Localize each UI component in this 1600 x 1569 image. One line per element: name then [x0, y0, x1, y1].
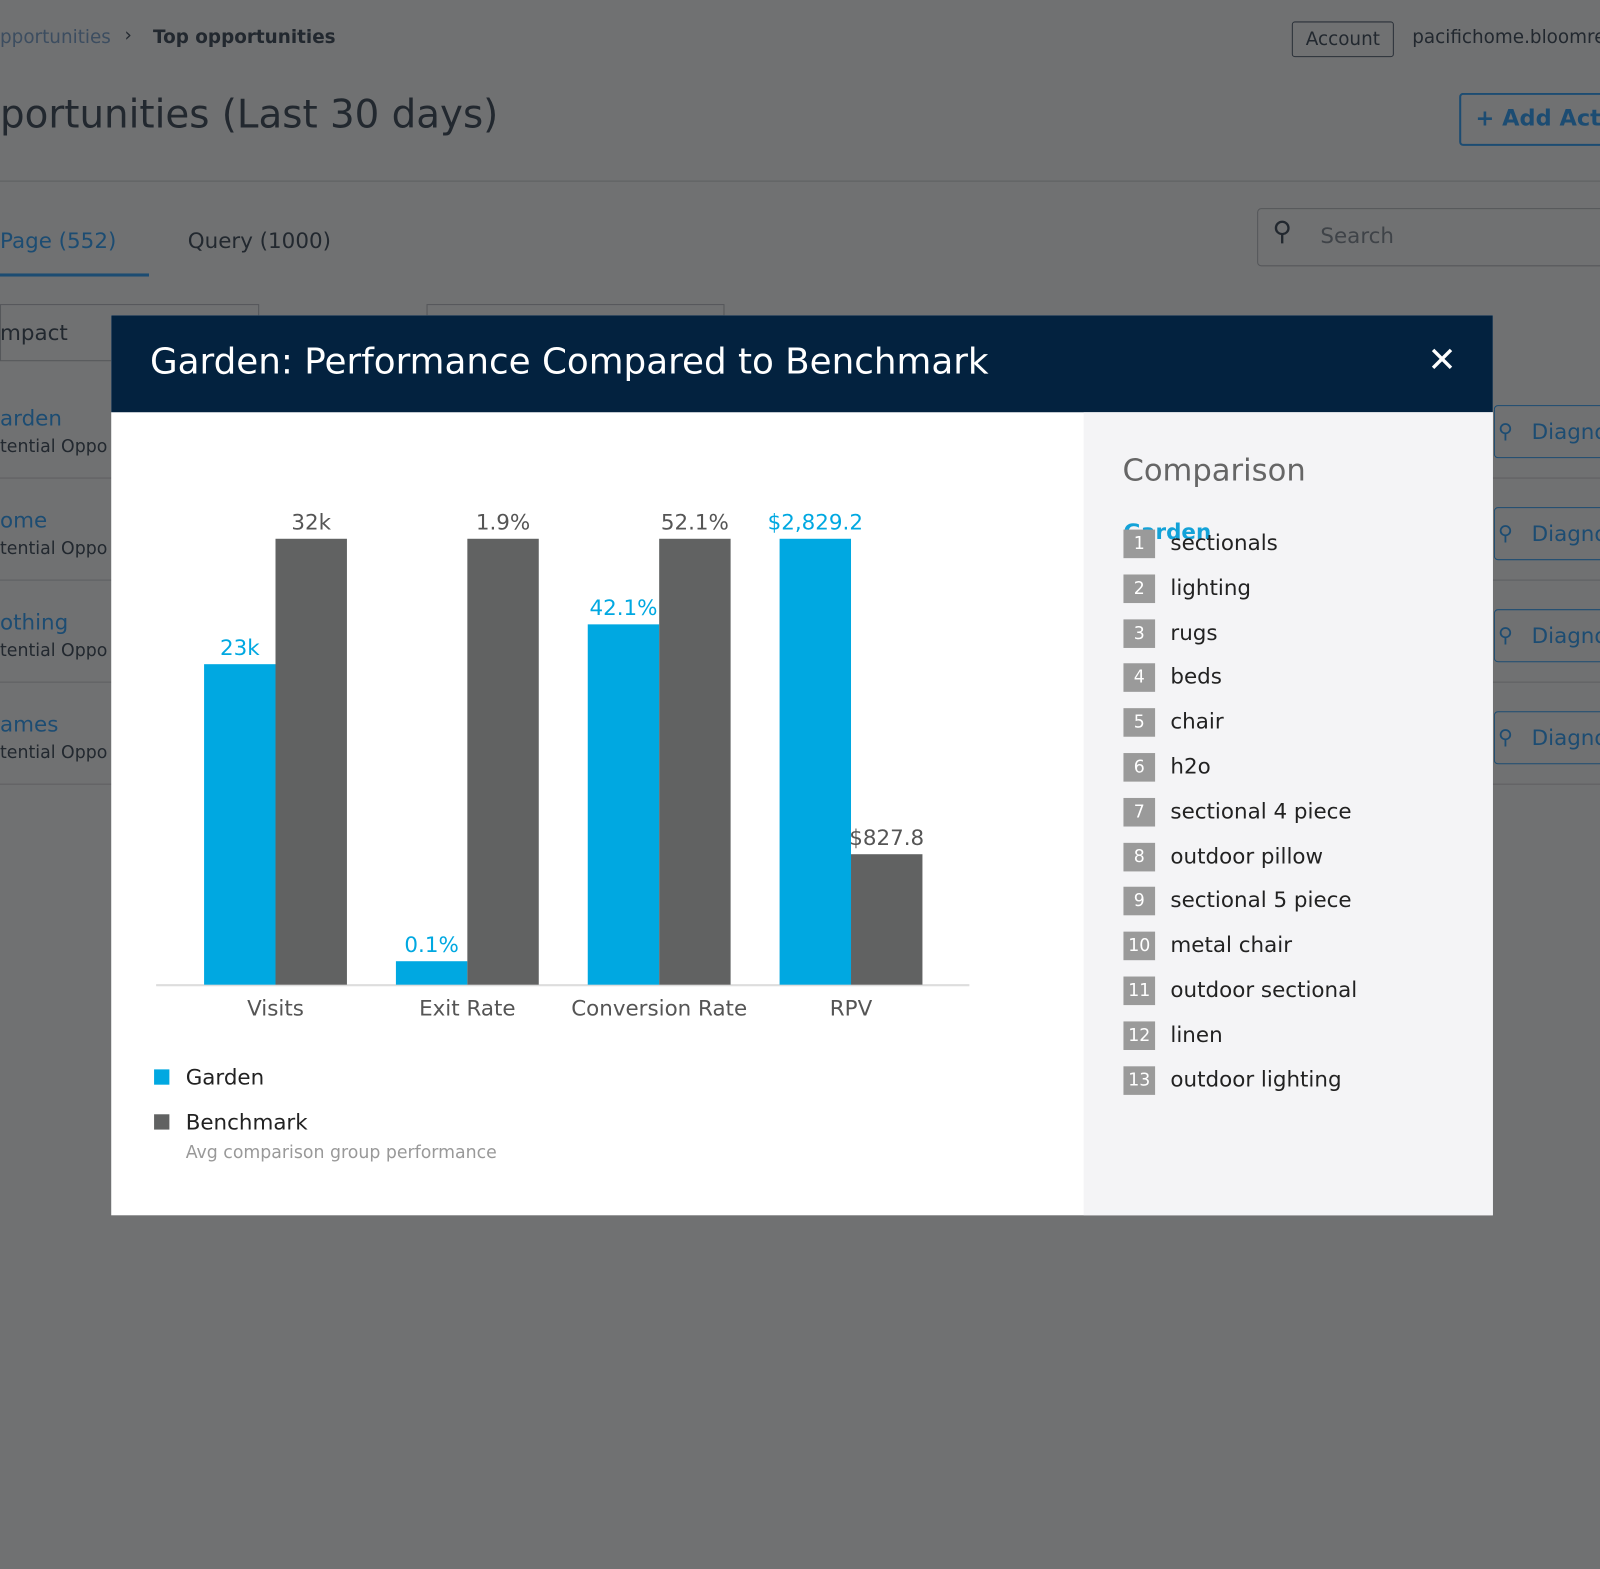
bar — [779, 538, 852, 985]
rank-badge: 6 — [1123, 753, 1156, 782]
tab-underline — [0, 273, 149, 277]
comparison-item: beds — [1170, 664, 1222, 690]
comparison-item: lighting — [1170, 575, 1252, 600]
breadcrumb-current: Top opportunities — [153, 26, 336, 48]
legend-label: Benchmark — [186, 1111, 309, 1136]
search-placeholder: Search — [1320, 223, 1395, 248]
page-title: portunities (Last 30 days) — [0, 91, 499, 137]
value-label: 52.1% — [661, 511, 729, 536]
value-label: 42.1% — [589, 596, 657, 621]
value-label: 0.1% — [404, 933, 458, 958]
rank-badge: 7 — [1123, 797, 1156, 827]
row-name[interactable]: othing — [0, 610, 69, 635]
row-action-icon: ⚲ — [1497, 622, 1513, 647]
rank-badge: 10 — [1123, 931, 1156, 961]
rank-badge: 11 — [1123, 976, 1156, 1006]
x-tick-label: Exit Rate — [419, 996, 515, 1021]
legend-label: Garden — [186, 1066, 264, 1091]
site-name: pacifichome.bloomre — [1412, 26, 1600, 48]
row-action[interactable]: Diagno — [1493, 711, 1600, 765]
row-action[interactable]: Diagno — [1493, 507, 1600, 561]
comparison-panel: Comparison Garden 1 sectionals 2 lighting 3 r… — [1083, 412, 1493, 1216]
comparison-item: sectionals — [1170, 530, 1278, 556]
legend-note: Avg comparison group performance — [186, 1143, 497, 1163]
modal: Garden: Performance Compared to Benchmar… — [111, 315, 1493, 1216]
rank-badge: 8 — [1123, 842, 1156, 872]
breadcrumb-separator: › — [124, 24, 132, 46]
bar — [395, 961, 468, 985]
modal-header: Garden: Performance Compared to Benchmar… — [111, 315, 1493, 413]
rank-badge: 3 — [1123, 618, 1156, 648]
x-tick-label: Conversion Rate — [571, 996, 747, 1021]
legend-swatch — [154, 1114, 170, 1130]
bar — [659, 538, 731, 985]
modal-title: Garden: Performance Compared to Benchmar… — [149, 341, 989, 383]
row-name[interactable]: ames — [0, 712, 59, 737]
row-sub: tential Oppo — [0, 742, 108, 764]
row-action-icon: ⚲ — [1497, 418, 1513, 443]
comparison-item: chair — [1170, 709, 1224, 734]
sort-label: mpact — [0, 320, 68, 345]
add-icon: + — [1475, 106, 1503, 132]
x-tick-label: RPV — [830, 996, 873, 1021]
comparison-item: outdoor sectional — [1170, 977, 1358, 1003]
row-sub: tential Oppo — [0, 436, 108, 458]
comparison-heading: Comparison — [1122, 453, 1306, 489]
x-tick-label: Visits — [247, 996, 304, 1021]
bar — [275, 538, 347, 985]
comparison-item: rugs — [1170, 619, 1218, 645]
comparison-item: metal chair — [1170, 932, 1293, 958]
rank-badge: 5 — [1123, 708, 1156, 737]
row-sub: tential Oppo — [0, 538, 108, 560]
row-action-icon: ⚲ — [1497, 724, 1513, 749]
bar — [467, 538, 539, 985]
add-label: Add Acti — [1502, 106, 1600, 132]
rank-badge: 13 — [1123, 1065, 1156, 1095]
bar — [851, 854, 923, 985]
comparison-item: sectional 5 piece — [1170, 888, 1352, 913]
search-box[interactable] — [1257, 208, 1600, 267]
bar — [204, 664, 276, 985]
rank-badge: 12 — [1123, 1021, 1156, 1050]
search-icon: ⚲ — [1272, 216, 1292, 247]
comparison-item: h2o — [1170, 754, 1211, 779]
comparison-item: linen — [1170, 1022, 1223, 1047]
value-label: $2,829.2 — [768, 511, 863, 536]
row-name[interactable]: arden — [0, 406, 62, 431]
row-name[interactable]: ome — [0, 508, 48, 533]
value-label: $827.8 — [849, 826, 924, 851]
rank-badge: 4 — [1123, 663, 1156, 693]
rank-badge: 2 — [1123, 574, 1156, 603]
breadcrumb-link[interactable]: pportunities — [0, 26, 111, 48]
row-action[interactable]: Diagno — [1493, 405, 1600, 459]
value-label: 1.9% — [476, 511, 530, 536]
value-label: 32k — [291, 511, 331, 536]
row-action[interactable]: Diagno — [1493, 609, 1600, 663]
divider — [0, 180, 1600, 182]
tab-active[interactable]: Page (552) — [0, 228, 117, 254]
comparison-item: outdoor pillow — [1170, 843, 1324, 868]
add-button[interactable]: + Add Acti — [1459, 92, 1600, 146]
tab[interactable]: Query (1000) — [187, 228, 331, 254]
row-action-icon: ⚲ — [1497, 520, 1513, 545]
comparison-item: outdoor lighting — [1170, 1066, 1342, 1092]
rank-badge: 9 — [1123, 887, 1156, 916]
chart: Visits 23k 32k Exit Rate 0.1% 1.9% Conversion … — [154, 511, 970, 1163]
rank-badge: 1 — [1123, 529, 1156, 559]
row-sub: tential Oppo — [0, 640, 108, 662]
comparison-item: sectional 4 piece — [1170, 798, 1352, 824]
account-button[interactable]: Account — [1291, 21, 1394, 58]
bar — [587, 624, 660, 985]
legend-swatch — [154, 1069, 170, 1085]
value-label: 23k — [220, 636, 260, 661]
close-button[interactable]: ✕ — [1427, 339, 1457, 381]
